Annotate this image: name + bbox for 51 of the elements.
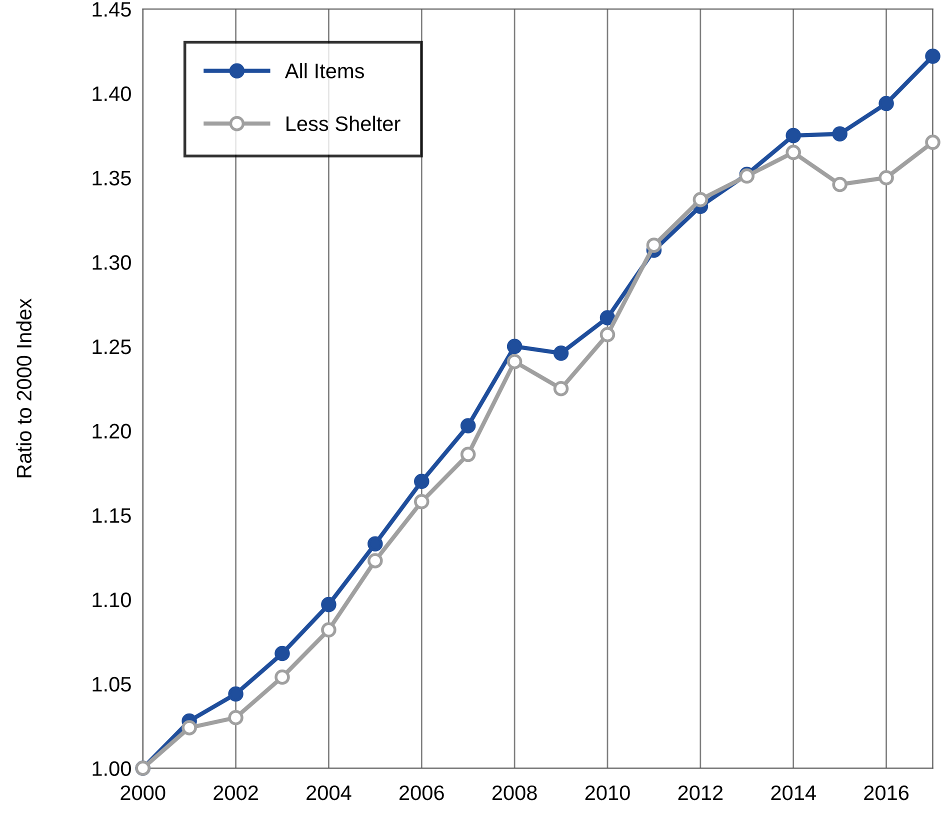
y-tick-label: 1.10 bbox=[92, 592, 131, 608]
point bbox=[600, 310, 616, 326]
point bbox=[274, 646, 290, 662]
point bbox=[692, 192, 708, 208]
point bbox=[368, 536, 383, 552]
y-tick-label: 1.20 bbox=[92, 424, 131, 439]
x-tick-label: 2010 bbox=[585, 785, 630, 800]
point bbox=[553, 380, 569, 396]
point bbox=[786, 144, 801, 160]
y-tick-label: 1.40 bbox=[92, 86, 131, 102]
legend-label: Less Shelter bbox=[286, 116, 400, 132]
y-tick-label: 1.15 bbox=[92, 508, 131, 523]
point bbox=[553, 346, 569, 361]
point bbox=[274, 669, 290, 685]
y-tick-label: 1.35 bbox=[92, 170, 131, 186]
point bbox=[182, 720, 197, 736]
point bbox=[228, 686, 244, 702]
point bbox=[925, 134, 940, 150]
point bbox=[321, 622, 336, 638]
legend-label: All Items bbox=[284, 63, 364, 78]
point bbox=[321, 596, 336, 612]
point bbox=[600, 326, 616, 342]
x-tick-label: 2000 bbox=[120, 785, 166, 800]
point bbox=[832, 126, 848, 142]
point bbox=[832, 176, 848, 192]
point bbox=[414, 494, 430, 510]
y-tick-label: 1.05 bbox=[92, 676, 131, 692]
y-tick-label: 1.00 bbox=[92, 761, 131, 776]
point bbox=[414, 474, 430, 490]
x-tick-label: 2004 bbox=[306, 785, 352, 800]
x-tick-label: 2016 bbox=[864, 785, 909, 800]
y-tick-label: 1.25 bbox=[92, 339, 131, 354]
y-axis-title: Ratio to 2000 Index bbox=[16, 298, 32, 478]
point bbox=[925, 48, 940, 64]
point bbox=[506, 338, 522, 354]
y-tick-label: 1.45 bbox=[92, 2, 131, 17]
x-tick-label: 2008 bbox=[492, 785, 537, 800]
x-tick-label: 2006 bbox=[400, 785, 444, 800]
point bbox=[878, 170, 894, 186]
point bbox=[368, 553, 383, 568]
point bbox=[646, 238, 662, 253]
x-tick-label: 2002 bbox=[214, 785, 258, 800]
point bbox=[228, 710, 244, 726]
point bbox=[506, 354, 522, 370]
point bbox=[460, 418, 476, 434]
point bbox=[460, 446, 476, 462]
x-tick-label: 2014 bbox=[771, 785, 816, 800]
point bbox=[878, 96, 894, 112]
y-tick-label: 1.30 bbox=[92, 255, 131, 270]
x-tick-label: 2012 bbox=[678, 785, 723, 800]
point bbox=[786, 128, 801, 144]
